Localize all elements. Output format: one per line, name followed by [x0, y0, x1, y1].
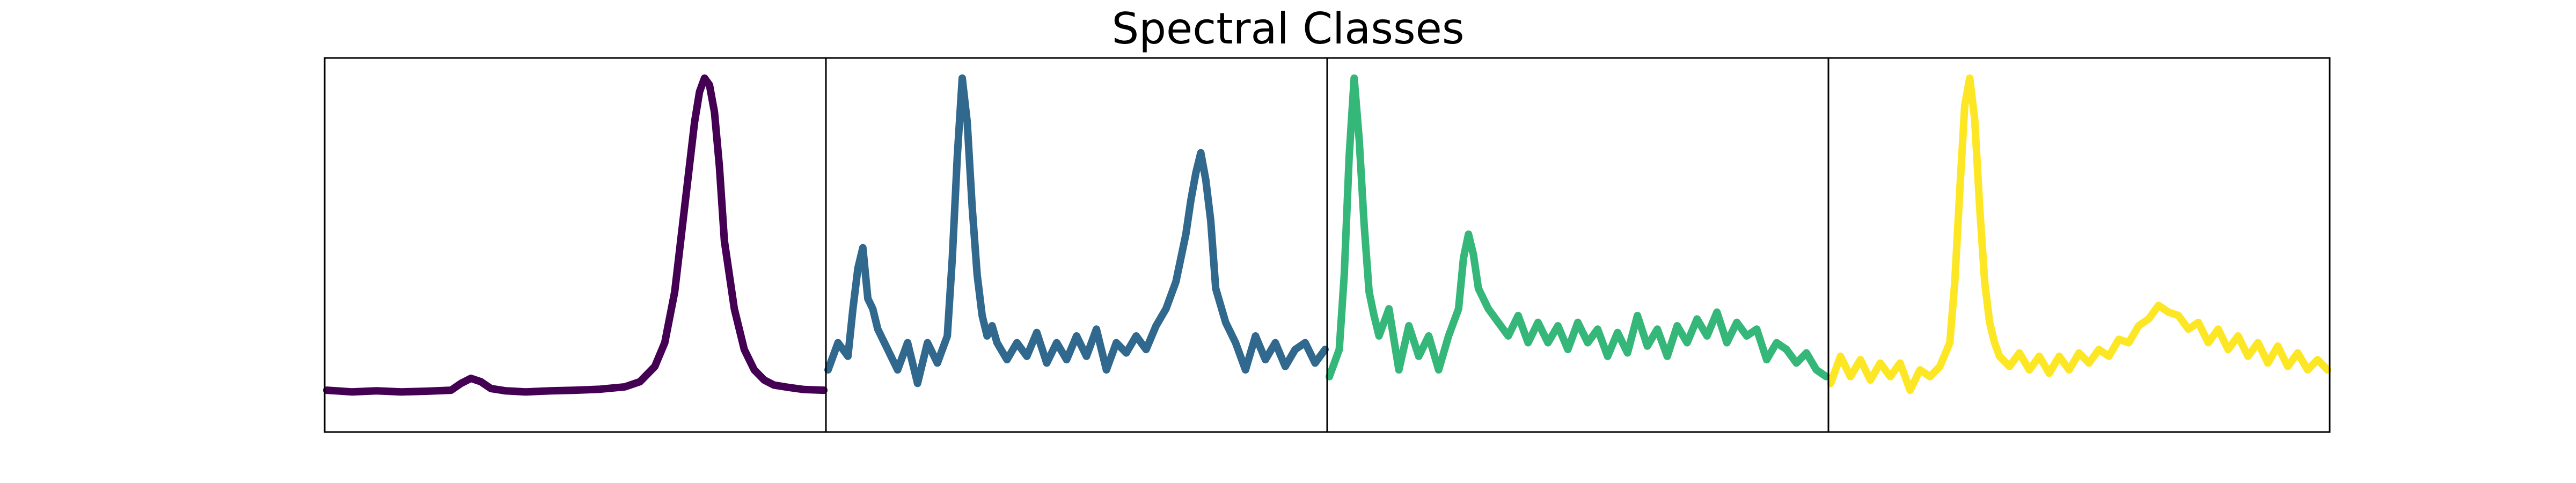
chart-title: Spectral Classes [1111, 4, 1465, 54]
spectrum-panel-3 [1326, 57, 1830, 433]
panel-frame-4 [1827, 57, 2331, 433]
spectrum-panel-2 [824, 57, 1329, 433]
spectrum-line-2 [824, 74, 1329, 387]
spectrum-line-3 [1326, 74, 1830, 380]
spectrum-line-4 [1827, 74, 2331, 394]
panel-frame-2 [825, 57, 1328, 433]
panel-frame-3 [1326, 57, 1829, 433]
panel-frame-1 [324, 57, 827, 433]
spectrum-panel-1 [323, 57, 828, 433]
spectrum-panel-4 [1827, 57, 2331, 433]
spectrum-line-1 [323, 74, 828, 396]
